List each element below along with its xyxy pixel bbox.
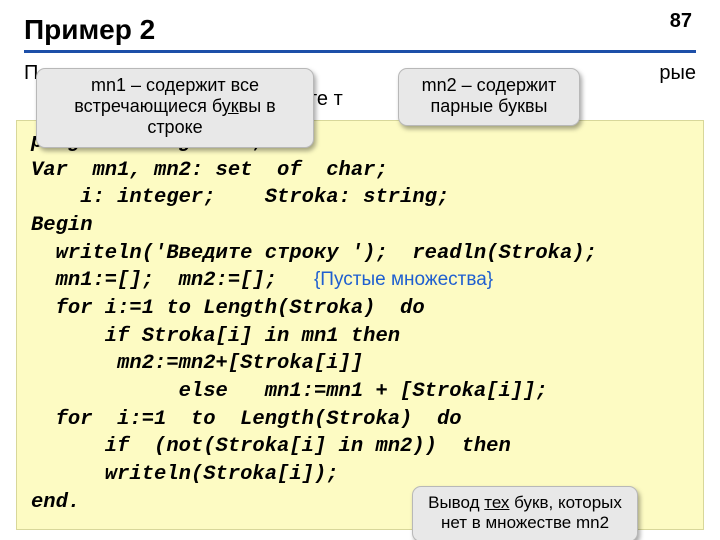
code-line: if (not(Stroka[i] in mn2)) then bbox=[31, 435, 511, 458]
code-line: Var mn1, mn2: set of char; bbox=[31, 159, 388, 182]
code-block: program mnogestvo; Var mn1, mn2: set of … bbox=[16, 120, 704, 530]
callout-text: Вывод bbox=[428, 493, 484, 512]
code-line: mn2:=mn2+[Stroka[i]] bbox=[31, 352, 363, 375]
subtitle-fragment-right: рые bbox=[659, 61, 696, 86]
code-line: else mn1:=mn1 + [Stroka[i]]; bbox=[31, 380, 548, 403]
callout-mn2: mn2 – содержитпарные буквы bbox=[398, 68, 580, 126]
code-line: end. bbox=[31, 491, 80, 514]
callout-mn1: mn1 – содержит всевстречающиеся буквы в … bbox=[36, 68, 314, 148]
code-line: mn1:=[]; mn2:=[]; bbox=[31, 269, 314, 292]
slide: 87 Пример 2 П рые те т program mnogestvo… bbox=[0, 0, 720, 540]
code-line: writeln(Stroka[i]); bbox=[31, 463, 339, 486]
code-line: i: integer; Stroka: string; bbox=[31, 186, 449, 209]
callout-text: mn2 – содержитпарные буквы bbox=[422, 75, 557, 116]
code-line: for i:=1 to Length(Stroka) do bbox=[31, 297, 425, 320]
slide-title: Пример 2 bbox=[24, 14, 696, 53]
code-text: program mnogestvo; Var mn1, mn2: set of … bbox=[31, 129, 689, 516]
code-line: writeln('Введите строку '); readln(Strok… bbox=[31, 242, 597, 265]
page-number: 87 bbox=[670, 10, 692, 33]
code-line: for i:=1 to Length(Stroka) do bbox=[31, 408, 462, 431]
code-comment: {Пустые множества} bbox=[314, 269, 493, 290]
callout-underline: ук bbox=[222, 96, 239, 116]
callout-output: Вывод тех букв, которыхнет в множестве m… bbox=[412, 486, 638, 540]
callout-underline: тех bbox=[484, 493, 509, 512]
code-line: Begin bbox=[31, 214, 93, 237]
code-line: if Stroka[i] in mn1 then bbox=[31, 325, 400, 348]
